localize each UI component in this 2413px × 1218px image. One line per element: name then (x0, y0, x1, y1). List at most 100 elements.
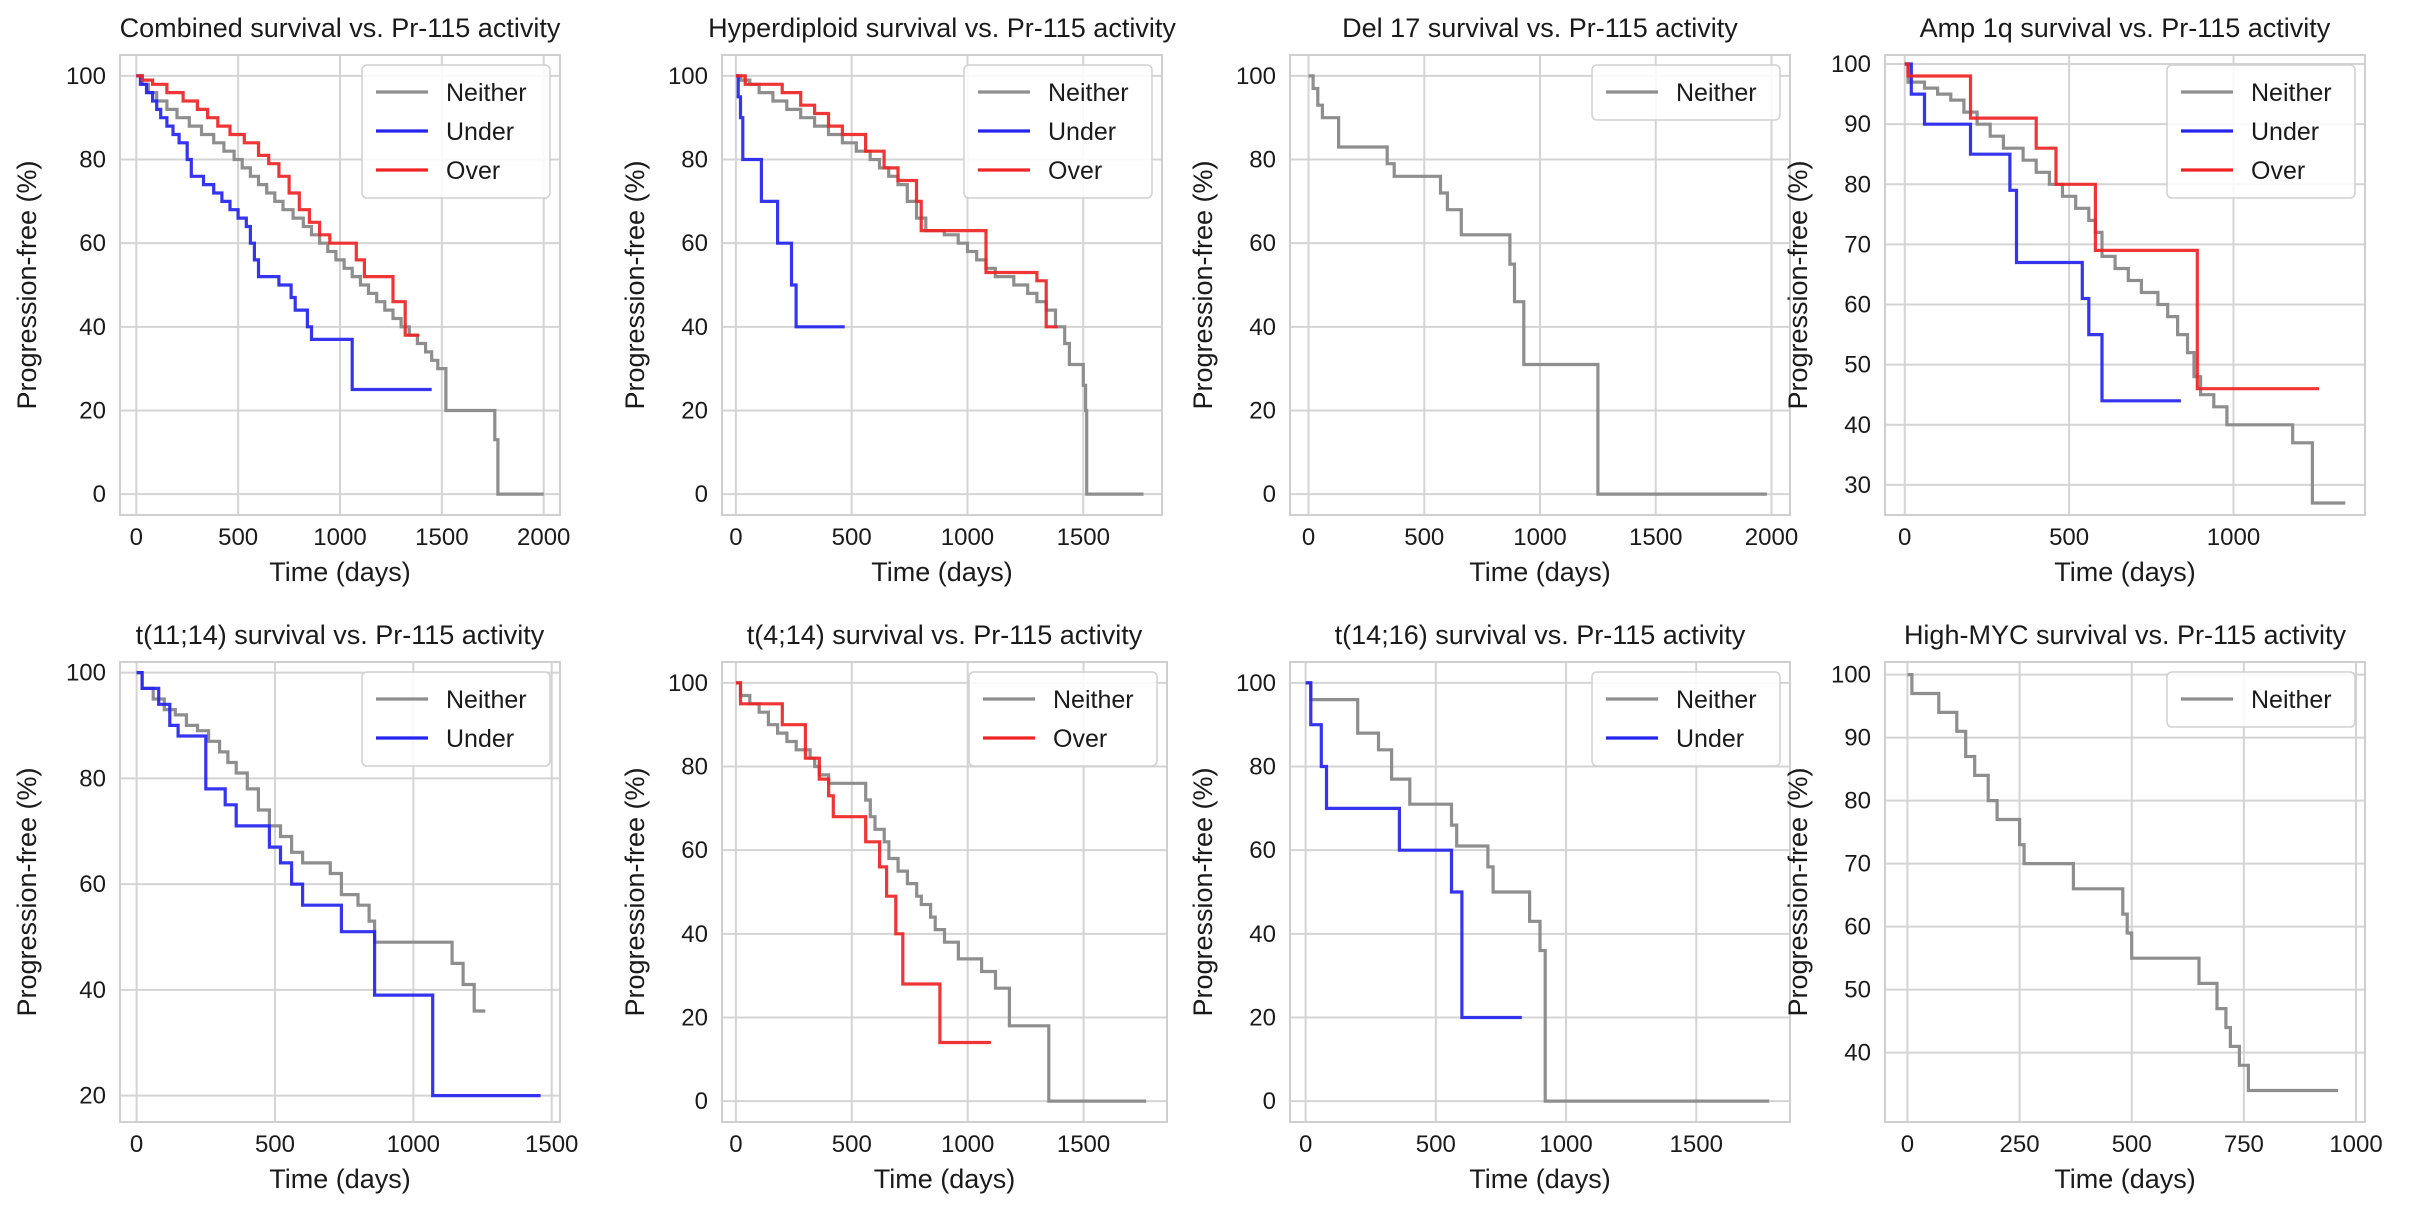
y-tick-label: 0 (1263, 481, 1276, 508)
legend-box (361, 671, 551, 767)
y-axis-label: Progression-free (%) (1188, 767, 1218, 1016)
y-axis-label: Progression-free (%) (12, 767, 42, 1016)
series-line-over (136, 74, 420, 337)
x-tick-label: 0 (1901, 1131, 1914, 1158)
y-tick-label: 80 (79, 765, 106, 792)
legend: Neither Under (361, 671, 551, 767)
plot-frame (1884, 54, 2366, 516)
x-tick-label: 500 (1404, 524, 1444, 551)
y-tick-label: 0 (1263, 1088, 1276, 1115)
x-tick-label: 1000 (1513, 524, 1566, 551)
x-tick-label: 1000 (941, 1131, 994, 1158)
y-tick-label: 30 (1844, 472, 1871, 499)
chart-panel-7: 0 500 1000 1500 0 20 40 60 80 100 t(14;16) surviva… (1188, 620, 1791, 1194)
legend-label-under: Under (446, 725, 514, 753)
x-tick-label: 1000 (941, 524, 994, 551)
series-line-under (136, 74, 432, 392)
y-tick-label: 0 (695, 481, 708, 508)
plot-frame (721, 54, 1163, 516)
legend-box (1591, 64, 1781, 121)
series-line-under (735, 74, 845, 329)
chart-panel-6: 0 500 1000 1500 0 20 40 60 80 100 t(4;14) survival… (620, 620, 1168, 1194)
x-tick-label: 1000 (2329, 1131, 2382, 1158)
x-tick-label: 500 (832, 524, 872, 551)
x-tick-label: 0 (130, 524, 143, 551)
series-line-neither (1305, 681, 1770, 1103)
plot-frame (1289, 54, 1791, 516)
legend-box (361, 64, 551, 199)
x-axis-label: Time (days) (269, 1164, 411, 1194)
chart-title: Hyperdiploid survival vs. Pr-115 activit… (708, 13, 1176, 43)
y-tick-label: 100 (66, 63, 106, 90)
y-tick-label: 20 (79, 1083, 106, 1110)
x-axis-label: Time (days) (871, 557, 1013, 587)
x-tick-label: 500 (2112, 1131, 2152, 1158)
y-tick-label: 50 (1844, 977, 1871, 1004)
chart-title: Combined survival vs. Pr-115 activity (120, 13, 561, 43)
legend-box (2166, 64, 2356, 199)
y-tick-label: 60 (1249, 230, 1276, 257)
y-tick-label: 60 (1844, 914, 1871, 941)
y-axis-label: Progression-free (%) (620, 160, 650, 409)
chart-panel-4: 0 500 1000 30 40 50 60 70 80 90 100 Amp 1q survival… (1783, 13, 2366, 587)
chart-title: t(14;16) survival vs. Pr-115 activity (1335, 620, 1746, 650)
x-tick-label: 500 (1416, 1131, 1456, 1158)
x-tick-label: 0 (130, 1131, 143, 1158)
series-line-neither (735, 681, 1147, 1103)
legend-label-neither: Neither (1053, 686, 1134, 714)
y-tick-label: 20 (79, 397, 106, 424)
y-tick-label: 40 (1249, 921, 1276, 948)
chart-panel-8: 0 250 500 750 1000 40 50 60 70 80 90 100 High-MYC su… (1783, 620, 2383, 1194)
y-tick-label: 40 (79, 977, 106, 1004)
legend-label-neither: Neither (1048, 79, 1129, 107)
series-line-over (735, 74, 1058, 329)
y-tick-label: 80 (1844, 171, 1871, 198)
y-tick-label: 40 (1844, 412, 1871, 439)
x-axis-label: Time (days) (1469, 1164, 1611, 1194)
y-tick-label: 60 (79, 230, 106, 257)
legend-label-neither: Neither (446, 79, 527, 107)
x-tick-label: 500 (2049, 524, 2089, 551)
y-tick-label: 100 (1831, 51, 1871, 78)
y-tick-label: 80 (1249, 754, 1276, 781)
legend-label-neither: Neither (1676, 79, 1757, 107)
x-tick-label: 1500 (415, 524, 468, 551)
x-tick-label: 0 (729, 524, 742, 551)
series-line-neither (1308, 74, 1767, 496)
x-axis-label: Time (days) (874, 1164, 1016, 1194)
legend-box (1591, 671, 1781, 767)
y-tick-label: 70 (1844, 231, 1871, 258)
y-axis-label: Progression-free (%) (620, 767, 650, 1016)
legend-label-under: Under (2251, 118, 2319, 146)
y-tick-label: 70 (1844, 851, 1871, 878)
x-tick-label: 1000 (1539, 1131, 1592, 1158)
series-line-under (1305, 681, 1522, 1020)
y-axis-label: Progression-free (%) (12, 160, 42, 409)
legend-label-under: Under (1048, 118, 1116, 146)
y-tick-label: 60 (681, 230, 708, 257)
legend: Neither Under Over (963, 64, 1153, 199)
y-tick-label: 40 (1844, 1040, 1871, 1067)
series-line-over (735, 681, 991, 1045)
legend: Neither Over (968, 671, 1158, 767)
legend-label-under: Under (446, 118, 514, 146)
y-tick-label: 60 (1844, 292, 1871, 319)
legend-label-over: Over (1048, 157, 1102, 185)
x-tick-label: 250 (2000, 1131, 2040, 1158)
y-tick-label: 80 (79, 147, 106, 174)
legend: Neither Under (1591, 671, 1781, 767)
plot-frame (119, 54, 561, 516)
y-tick-label: 80 (681, 147, 708, 174)
plot-frame (1289, 661, 1791, 1123)
y-tick-label: 40 (1249, 314, 1276, 341)
legend-label-neither: Neither (1676, 686, 1757, 714)
y-tick-label: 80 (681, 754, 708, 781)
series-line-over (1904, 62, 2319, 391)
y-tick-label: 100 (668, 63, 708, 90)
y-tick-label: 100 (1236, 63, 1276, 90)
y-tick-label: 90 (1844, 111, 1871, 138)
legend-box (963, 64, 1153, 199)
chart-title: High-MYC survival vs. Pr-115 activity (1904, 620, 2347, 650)
y-tick-label: 40 (681, 314, 708, 341)
y-tick-label: 50 (1844, 352, 1871, 379)
